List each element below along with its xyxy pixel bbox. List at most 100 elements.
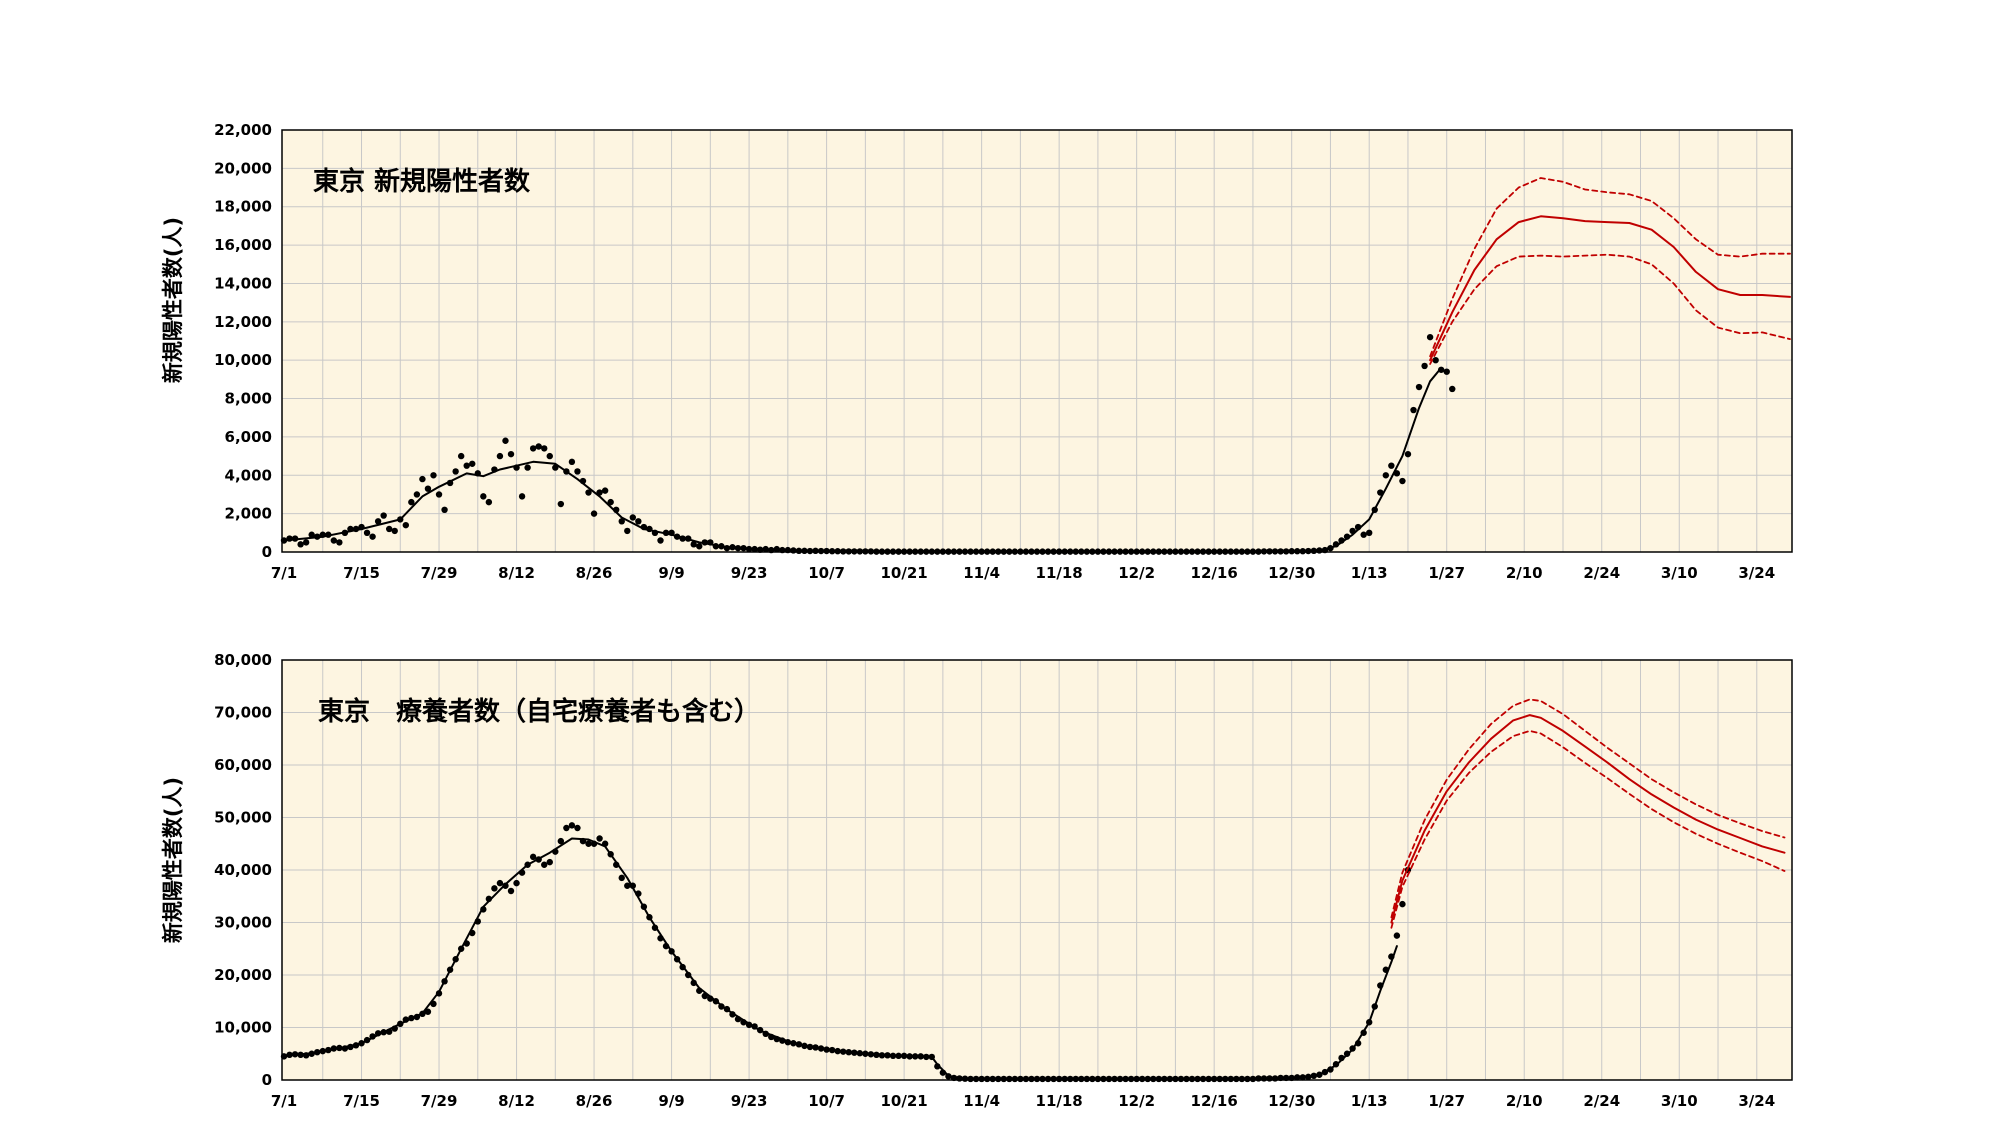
data-point [419,475,426,483]
data-point [302,539,310,546]
forecast-line [1390,714,1786,924]
y-axis-label: 新規陽性者数(人) [161,777,185,943]
data-point [408,498,415,506]
x-tick-label: 12/30 [1268,1092,1315,1110]
data-point [391,527,398,535]
data-point [535,443,542,450]
data-point [1399,900,1406,908]
chart-title: 東京 新規陽性者数 [313,166,531,197]
y-tick-label: 10,000 [214,351,272,369]
plot-area [282,130,1792,552]
data-point [629,514,637,521]
y-tick-label: 16,000 [214,236,272,254]
data-point [1399,477,1406,485]
data-point [496,452,504,460]
x-tick-label: 1/27 [1428,564,1465,582]
data-point [1388,462,1395,469]
data-point [574,824,581,832]
data-point [485,498,493,506]
x-tick-label: 8/26 [576,1092,613,1110]
moving-average-line [283,366,1443,553]
chart-title: 東京 療養者数（自宅療養者も含む） [318,696,760,727]
new-cases-chart: 0 2,000 4,000 6,000 8,000 10,000 12,000 14,000 1… [161,121,1793,582]
x-tick-label: 8/12 [498,1092,535,1110]
plot-border [281,659,1793,1081]
data-point [1443,368,1450,375]
forecast-line [1429,215,1791,362]
data-point [480,493,487,500]
data-point [1410,406,1417,414]
data-point [529,853,537,861]
x-tick-label: 9/9 [658,564,684,582]
data-point [1449,385,1456,393]
gridlines [282,130,1792,552]
data-point [618,874,625,882]
x-tick-label: 7/15 [343,1092,380,1110]
y-tick-label: 30,000 [214,914,272,932]
data-point [524,464,531,471]
data-point [1426,333,1434,341]
x-tick-label: 8/12 [498,564,535,582]
x-tick-label: 9/23 [731,564,768,582]
data-point [502,437,509,444]
x-tick-label: 2/10 [1506,564,1543,582]
data-point [1360,531,1367,538]
x-tick-label: 11/18 [1036,1092,1083,1110]
data-point [690,541,697,548]
data-point [297,541,304,548]
x-tick-label: 3/24 [1738,564,1775,582]
data-point [336,539,343,546]
data-point [635,518,642,525]
data-point [507,450,515,458]
data-point [1382,472,1390,479]
data-point [452,468,459,475]
y-tick-label: 70,000 [214,704,272,722]
x-tick-label: 12/30 [1268,564,1315,582]
x-tick-label: 10/7 [808,1092,845,1110]
data-point [607,498,614,506]
x-tick-label: 7/1 [271,1092,297,1110]
data-point [624,527,631,535]
data-point [457,452,465,460]
x-tick-label: 3/10 [1661,564,1698,582]
x-tick-label: 3/10 [1661,1092,1698,1110]
data-point [590,510,598,517]
data-point [1366,529,1373,537]
x-tick-label: 12/16 [1191,564,1238,582]
y-tick-label: 8,000 [225,390,272,408]
data-point [424,1008,432,1015]
y-tick-label: 18,000 [214,198,272,216]
y-tick-label: 0 [262,1071,272,1089]
data-point [618,518,625,525]
data-point [557,500,565,508]
data-point [507,887,515,895]
data-point [585,840,592,847]
y-tick-label: 60,000 [214,756,272,774]
y-tick-label: 10,000 [214,1019,272,1037]
data-point [363,529,371,537]
data-point [369,533,376,540]
x-tick-label: 2/24 [1583,564,1620,582]
x-tick-label: 11/4 [963,564,1000,582]
data-point [541,861,548,868]
data-point [413,491,421,498]
data-point [374,518,382,525]
forecast-lower-line [1429,253,1791,365]
data-point [380,512,387,519]
x-tick-label: 10/21 [881,1092,928,1110]
x-tick-label: 12/16 [1191,1092,1238,1110]
x-tick-label: 1/27 [1428,1092,1465,1110]
x-tick-label: 12/2 [1118,564,1155,582]
x-tick-label: 9/9 [658,1092,684,1110]
y-tick-label: 0 [262,543,272,561]
x-tick-label: 3/24 [1738,1092,1775,1110]
y-tick-label: 2,000 [225,505,272,523]
y-tick-label: 20,000 [214,159,272,177]
data-point [568,822,576,829]
y-tick-label: 14,000 [214,274,272,292]
data-point [330,537,338,544]
x-tick-label: 11/4 [963,1092,1000,1110]
x-tick-label: 12/2 [1118,1092,1155,1110]
data-point [308,531,315,538]
